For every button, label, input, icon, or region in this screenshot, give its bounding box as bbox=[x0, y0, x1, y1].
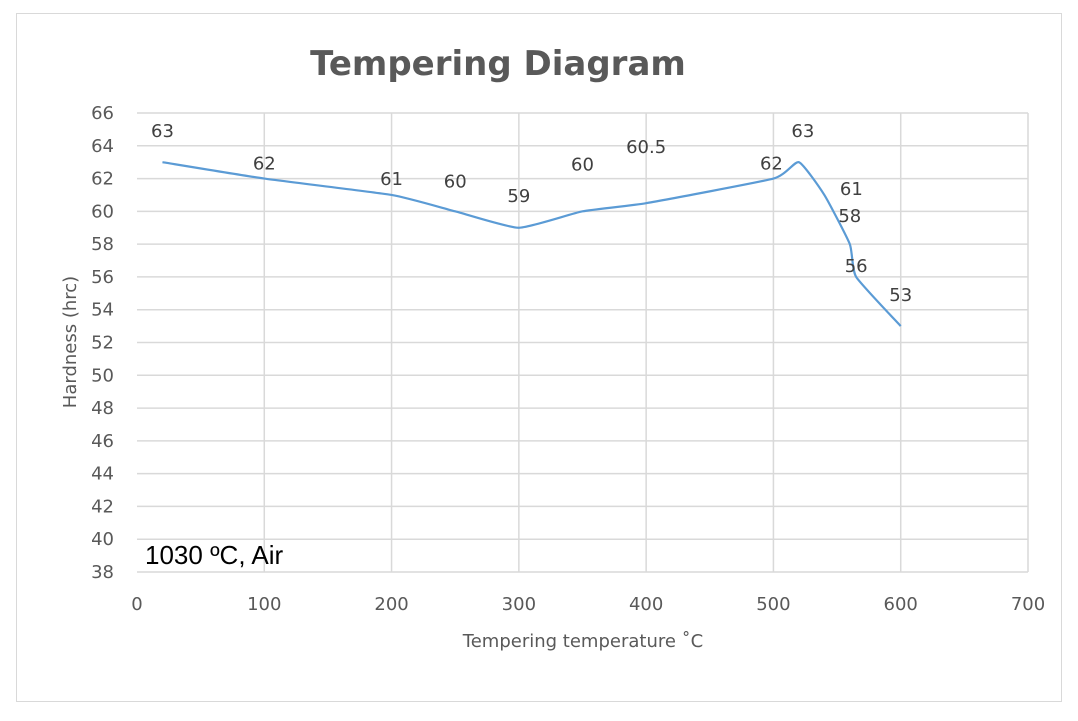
data-labels: 63 62 61 60 59 60 60.5 62 63 61 58 56 53 bbox=[151, 121, 912, 306]
data-label: 60 bbox=[444, 171, 467, 192]
x-tick-label: 400 bbox=[629, 594, 663, 615]
data-label: 61 bbox=[840, 179, 863, 200]
x-tick-label: 300 bbox=[502, 594, 536, 615]
y-tick-label: 46 bbox=[91, 431, 114, 452]
data-label: 60.5 bbox=[626, 137, 666, 158]
data-label: 60 bbox=[571, 154, 594, 175]
x-tick-label: 100 bbox=[247, 594, 281, 615]
y-tick-label: 66 bbox=[91, 103, 114, 124]
chart-frame bbox=[16, 13, 1062, 702]
x-tick-label: 700 bbox=[1011, 594, 1045, 615]
y-tick-label: 64 bbox=[91, 136, 114, 157]
y-tick-label: 54 bbox=[91, 300, 114, 321]
x-axis-label: Tempering temperature ˚C bbox=[462, 631, 703, 652]
data-label: 62 bbox=[253, 154, 276, 175]
y-tick-label: 48 bbox=[91, 398, 114, 419]
axis-ticks: 38 40 42 44 46 48 50 52 54 56 58 60 62 64 66 0 100 200 300… bbox=[91, 103, 1045, 615]
data-label: 61 bbox=[380, 169, 403, 190]
y-tick-label: 42 bbox=[91, 496, 114, 517]
data-label: 62 bbox=[760, 154, 783, 175]
y-tick-label: 38 bbox=[91, 562, 114, 583]
data-label: 56 bbox=[845, 256, 868, 277]
y-tick-label: 56 bbox=[91, 267, 114, 288]
y-tick-label: 44 bbox=[91, 464, 114, 485]
x-tick-label: 600 bbox=[884, 594, 918, 615]
y-tick-label: 62 bbox=[91, 169, 114, 190]
x-tick-label: 500 bbox=[756, 594, 790, 615]
data-label: 53 bbox=[889, 285, 912, 306]
data-label: 58 bbox=[838, 206, 861, 227]
y-tick-label: 52 bbox=[91, 333, 114, 354]
y-tick-label: 40 bbox=[91, 529, 114, 550]
data-label: 59 bbox=[507, 186, 530, 207]
data-label: 63 bbox=[151, 121, 174, 142]
grid bbox=[137, 112, 1029, 573]
y-tick-label: 60 bbox=[91, 201, 114, 222]
data-label: 63 bbox=[791, 121, 814, 142]
y-tick-label: 58 bbox=[91, 234, 114, 255]
y-axis-label: Hardness (hrc) bbox=[60, 276, 81, 408]
x-tick-label: 0 bbox=[131, 594, 142, 615]
condition-annotation: 1030 ºC, Air bbox=[145, 540, 283, 570]
chart-title: Tempering Diagram bbox=[310, 44, 686, 84]
y-tick-label: 50 bbox=[91, 365, 114, 386]
x-tick-label: 200 bbox=[374, 594, 408, 615]
hardness-series-line bbox=[162, 161, 902, 327]
